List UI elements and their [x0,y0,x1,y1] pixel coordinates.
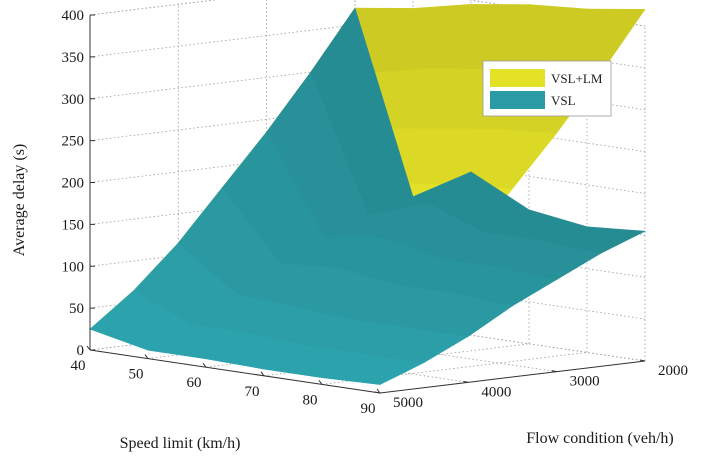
x-axis-line [89,349,381,394]
y-tick-mark [374,391,381,394]
y-tick-label: 3000 [570,374,600,390]
y-axis-title: Flow condition (veh/h) [526,430,674,447]
grid-top-edge [89,0,218,16]
y-axis-line [379,360,646,394]
x-tick-label: 60 [187,375,202,391]
legend-swatch-vsl [490,91,545,109]
surfaces [89,4,647,385]
y-tick-label: 4000 [481,384,511,400]
x-tick-mark [376,388,381,394]
z-tick-label: 400 [62,8,85,24]
z-tick-label: 0 [77,343,85,359]
legend-swatch-vsl-lm [490,69,545,87]
grid-line-z [89,108,356,142]
x-tick-mark [318,380,323,385]
z-tick-label: 250 [62,134,85,150]
x-tick-label: 80 [303,392,318,408]
z-tick-label: 50 [69,301,84,317]
y-tick-mark [639,359,646,362]
grid-line-z [89,24,356,58]
x-tick-mark [86,345,91,351]
grid-line-z [89,150,356,183]
x-tick-label: 90 [361,401,376,417]
z-tick-label: 100 [62,259,85,275]
legend-label-vsl: VSL [551,93,576,108]
x-tick-mark [202,362,207,368]
y-tick-label: 5000 [393,395,423,411]
x-tick-label: 70 [245,384,260,400]
z-tick-label: 350 [62,50,85,66]
grid-line-z [89,0,218,16]
y-tick-mark [463,380,469,383]
legend: VSL+LM VSL [482,60,612,117]
x-tick-label: 50 [129,367,144,383]
z-tick-label: 200 [62,176,85,192]
surface-patch-vsl [541,226,647,254]
legend-label-vsl-lm: VSL+LM [551,71,603,86]
z-tick-label: 300 [62,92,85,108]
y-tick-label: 2000 [658,363,688,379]
z-tick-label: 150 [62,217,85,233]
grid-line-z [89,66,356,100]
z-axis-title: Average delay (s) [11,144,28,257]
y-tick-mark [551,370,557,373]
x-tick-mark [144,354,149,359]
x-axis-title: Speed limit (km/h) [120,435,241,452]
x-tick-mark [260,371,265,377]
x-tick-label: 40 [71,358,86,374]
axes: 0 50 100 150 200 250 300 350 400 40 50 60 70 80 90 2000… [62,8,689,417]
